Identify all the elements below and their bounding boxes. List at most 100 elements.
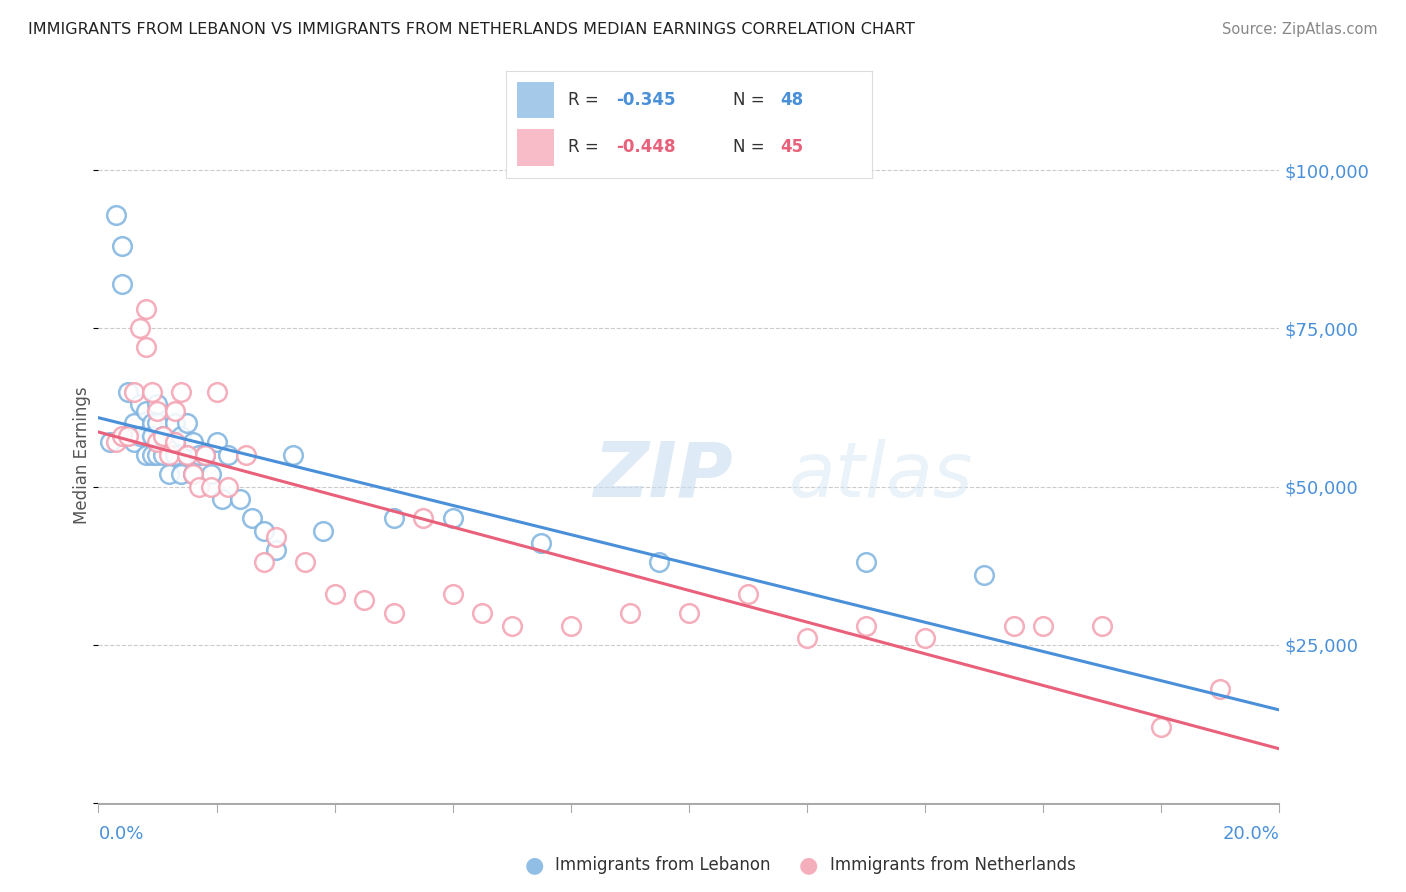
Point — [146, 435, 169, 450]
Point — [141, 384, 163, 399]
Point — [146, 403, 169, 417]
Point — [105, 208, 128, 222]
Point — [648, 556, 671, 570]
Point — [111, 239, 134, 253]
Point — [205, 384, 228, 399]
Point — [146, 397, 169, 411]
Point — [181, 467, 204, 481]
Point — [187, 479, 209, 493]
Point — [441, 511, 464, 525]
Point — [217, 448, 239, 462]
Point — [165, 417, 187, 431]
Point — [217, 479, 239, 493]
Text: Immigrants from Lebanon: Immigrants from Lebanon — [555, 856, 770, 874]
Point — [176, 448, 198, 462]
Text: 0.0%: 0.0% — [98, 825, 143, 843]
Text: N =: N = — [733, 138, 769, 156]
Point — [98, 435, 121, 450]
Point — [382, 606, 405, 620]
Text: -0.345: -0.345 — [616, 91, 675, 109]
Point — [973, 568, 995, 582]
Point — [412, 511, 434, 525]
Point — [1209, 681, 1232, 696]
Point — [165, 403, 187, 417]
Point — [229, 492, 252, 507]
Point — [294, 556, 316, 570]
Point — [111, 277, 134, 292]
Text: ZIP: ZIP — [595, 439, 734, 513]
Point — [737, 587, 759, 601]
Text: ●: ● — [524, 855, 544, 875]
Point — [323, 587, 346, 601]
Text: R =: R = — [568, 138, 605, 156]
Point — [117, 429, 139, 443]
Point — [181, 435, 204, 450]
Text: ●: ● — [799, 855, 818, 875]
Point — [187, 448, 209, 462]
Point — [141, 448, 163, 462]
Point — [211, 492, 233, 507]
Point — [135, 448, 157, 462]
Point — [141, 429, 163, 443]
Text: R =: R = — [568, 91, 605, 109]
Point — [111, 429, 134, 443]
Point — [170, 384, 193, 399]
Point — [117, 429, 139, 443]
Point — [157, 435, 180, 450]
Point — [914, 632, 936, 646]
Point — [855, 556, 877, 570]
Point — [135, 403, 157, 417]
Point — [194, 448, 217, 462]
Point — [283, 448, 305, 462]
Point — [165, 448, 187, 462]
Bar — [517, 129, 554, 166]
Point — [855, 618, 877, 632]
Point — [146, 417, 169, 431]
Point — [253, 556, 276, 570]
Text: 48: 48 — [780, 91, 803, 109]
Point — [152, 429, 174, 443]
Point — [1150, 720, 1173, 734]
Point — [796, 632, 818, 646]
Point — [200, 467, 222, 481]
Point — [194, 448, 217, 462]
Point — [240, 511, 263, 525]
Point — [501, 618, 523, 632]
Point — [253, 524, 276, 538]
Text: -0.448: -0.448 — [616, 138, 675, 156]
Point — [264, 542, 287, 557]
Point — [619, 606, 641, 620]
Point — [530, 536, 553, 550]
Text: IMMIGRANTS FROM LEBANON VS IMMIGRANTS FROM NETHERLANDS MEDIAN EARNINGS CORRELATI: IMMIGRANTS FROM LEBANON VS IMMIGRANTS FR… — [28, 22, 915, 37]
Point — [122, 384, 145, 399]
Point — [122, 417, 145, 431]
Text: 45: 45 — [780, 138, 803, 156]
Point — [128, 429, 150, 443]
Point — [560, 618, 582, 632]
Point — [382, 511, 405, 525]
Point — [176, 417, 198, 431]
Point — [264, 530, 287, 544]
Point — [1002, 618, 1025, 632]
Point — [176, 448, 198, 462]
Point — [181, 467, 204, 481]
Text: Source: ZipAtlas.com: Source: ZipAtlas.com — [1222, 22, 1378, 37]
Point — [117, 384, 139, 399]
Point — [128, 321, 150, 335]
Point — [1032, 618, 1054, 632]
Y-axis label: Median Earnings: Median Earnings — [73, 386, 91, 524]
Text: 20.0%: 20.0% — [1223, 825, 1279, 843]
Point — [128, 397, 150, 411]
Point — [141, 417, 163, 431]
Point — [200, 479, 222, 493]
Point — [353, 593, 375, 607]
Bar — [517, 82, 554, 119]
Point — [157, 448, 180, 462]
Point — [170, 429, 193, 443]
Text: N =: N = — [733, 91, 769, 109]
Point — [165, 435, 187, 450]
Point — [471, 606, 494, 620]
Point — [152, 448, 174, 462]
Point — [235, 448, 257, 462]
Point — [152, 429, 174, 443]
